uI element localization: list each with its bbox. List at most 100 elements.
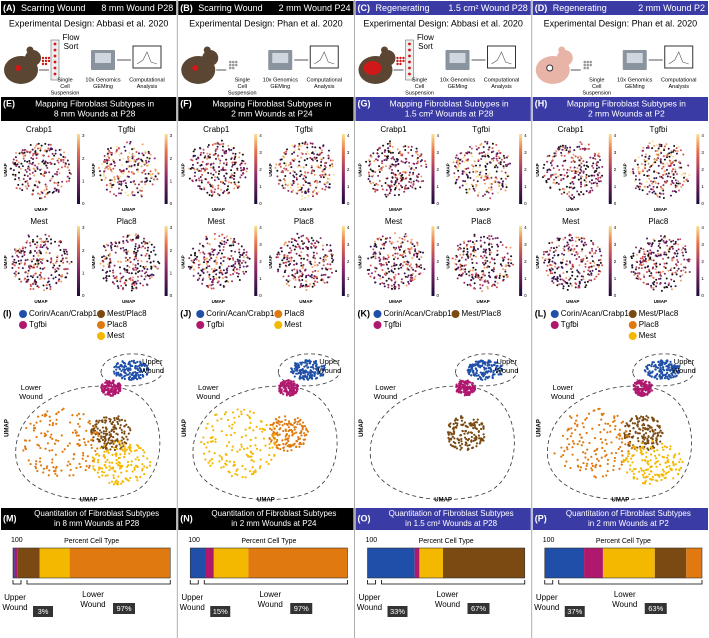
umap-point (29, 285, 32, 288)
umap-point (319, 147, 322, 150)
umap-point (413, 254, 416, 257)
umap-point (122, 157, 125, 160)
umap-point (55, 259, 58, 262)
umap-point (321, 267, 324, 270)
cluster-point (117, 372, 120, 375)
umap-point (39, 243, 42, 246)
umap-point (116, 280, 119, 283)
umap-point (47, 143, 50, 146)
umap-point (502, 166, 505, 169)
cluster-point (259, 427, 262, 430)
umap-point (137, 234, 140, 237)
umap-point (233, 163, 236, 166)
umap-point (312, 244, 315, 247)
cluster-point (259, 449, 262, 452)
umap-point (132, 153, 135, 156)
umap-point (330, 253, 333, 256)
umap-point (277, 182, 280, 185)
cell (53, 66, 57, 70)
umap-point (144, 254, 147, 257)
cluster-point (121, 360, 124, 363)
umap-point (202, 151, 205, 154)
cluster-point (464, 441, 467, 444)
umap-point (473, 189, 476, 192)
umap-point (32, 274, 35, 277)
cluster-point (145, 364, 148, 367)
cluster-point (112, 430, 116, 434)
umap-point (39, 172, 42, 175)
umap-point (109, 147, 112, 150)
umap-point (32, 238, 35, 241)
step-label: Single (57, 77, 72, 83)
umap-point (299, 170, 302, 173)
cluster-point (136, 479, 139, 482)
cluster-point (299, 370, 302, 373)
umap-point (408, 161, 411, 164)
cluster-point (131, 364, 134, 368)
umap-point (369, 168, 372, 171)
umap-point (104, 155, 107, 158)
umap-point (24, 168, 27, 171)
umap-point (405, 263, 408, 266)
umap-point (303, 159, 306, 162)
umap-point (474, 249, 477, 252)
umap-point (331, 163, 334, 166)
umap-point (294, 272, 297, 275)
umap-point (307, 238, 310, 241)
cluster-point (99, 446, 102, 450)
umap-point (237, 181, 240, 184)
umap-point (24, 246, 27, 249)
cluster-point (305, 359, 308, 362)
umap-point (487, 177, 490, 180)
umap-point (119, 260, 122, 263)
umap-point (389, 189, 392, 192)
umap-point (301, 191, 304, 194)
cluster-point (299, 418, 302, 421)
cell (396, 59, 399, 63)
umap-point (381, 243, 384, 246)
cluster-point (476, 418, 479, 421)
cluster-point (282, 393, 285, 396)
umap-point (383, 285, 386, 288)
umap-point (42, 159, 45, 162)
umap-point (393, 275, 396, 278)
umap-point (218, 266, 221, 269)
umap-point (201, 160, 204, 163)
umap-point (29, 275, 32, 278)
cell (41, 56, 45, 60)
umap-point (413, 278, 416, 281)
umap-point (197, 266, 200, 269)
umap-point (509, 162, 512, 165)
cluster-point (102, 389, 105, 392)
umap-point (228, 244, 231, 247)
umap-point (42, 173, 45, 176)
step-label: Analysis (314, 84, 335, 90)
umap-point (31, 283, 34, 286)
umap-point (464, 268, 467, 271)
umap-point (285, 162, 288, 165)
cluster-point (127, 479, 130, 482)
umap-point (203, 186, 206, 189)
umap-point (304, 141, 307, 144)
umap-point (211, 278, 214, 281)
umap-point (456, 277, 459, 280)
cluster-point (482, 425, 485, 428)
cluster-point (313, 360, 316, 363)
cluster-point (122, 480, 125, 483)
cluster-point (108, 468, 111, 472)
cluster-point (92, 436, 95, 439)
cluster-point (287, 430, 290, 433)
umap-point (28, 264, 31, 267)
cluster-point (120, 482, 123, 485)
cluster-point (129, 429, 132, 432)
umap-point (470, 147, 473, 150)
cluster-point (323, 366, 326, 369)
umap-point (278, 179, 281, 182)
umap-point (391, 145, 394, 148)
umap-point (231, 161, 234, 164)
umap-point (36, 192, 39, 195)
umap-point (319, 257, 322, 260)
umap-point (144, 172, 147, 175)
umap-point (191, 159, 194, 162)
umap-point (35, 180, 38, 183)
